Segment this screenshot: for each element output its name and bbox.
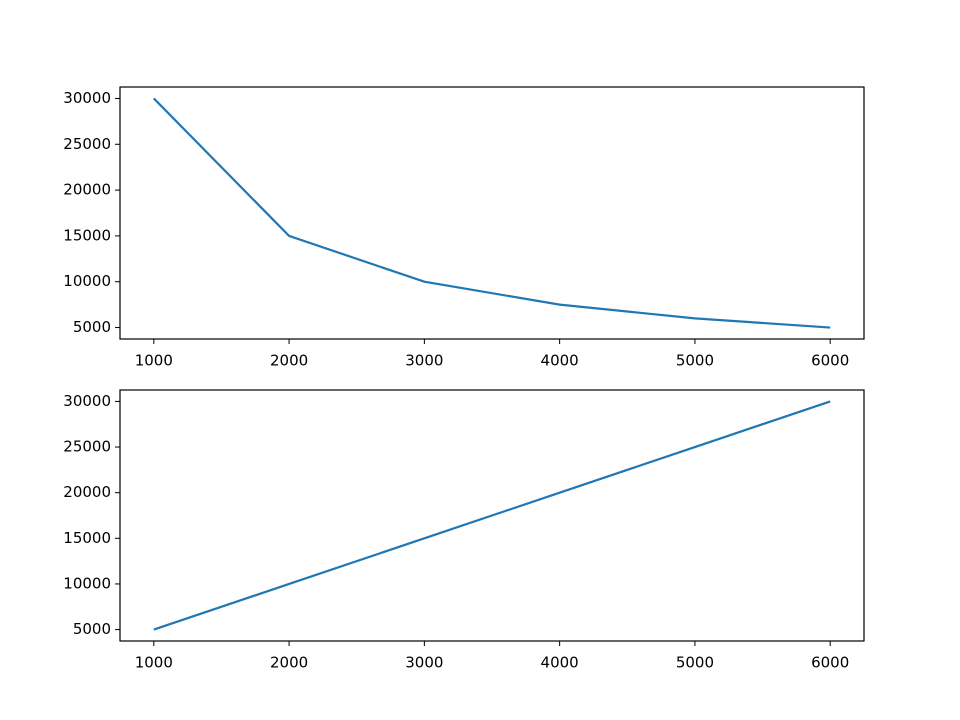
x-tick-label: 4000 [541, 654, 579, 672]
line [153, 97, 831, 329]
x-tick-label: 6000 [811, 654, 849, 672]
x-tick-label: 5000 [676, 654, 714, 672]
x-tick-label: 2000 [270, 654, 308, 672]
y-tick-label: 10000 [63, 574, 111, 592]
y-tick-label: 30000 [63, 392, 111, 410]
x-tick-label: 6000 [811, 352, 849, 370]
y-tick-label: 5000 [73, 620, 111, 638]
y-tick-label: 15000 [63, 226, 111, 244]
y-tick-label: 30000 [63, 89, 111, 107]
x-tick-label: 3000 [405, 654, 443, 672]
x-tick-label: 2000 [270, 352, 308, 370]
axes-frame [119, 389, 865, 642]
y-tick-label: 25000 [63, 438, 111, 456]
y-tick-label: 20000 [63, 181, 111, 199]
y-tick-label: 25000 [63, 135, 111, 153]
axes-frame [119, 86, 865, 340]
y-tick-label: 15000 [63, 529, 111, 547]
y-tick-label: 5000 [73, 318, 111, 336]
x-tick-label: 5000 [676, 352, 714, 370]
y-tick-label: 10000 [63, 272, 111, 290]
x-tick-label: 1000 [135, 352, 173, 370]
x-tick-label: 3000 [405, 352, 443, 370]
x-tick-label: 4000 [541, 352, 579, 370]
y-tick-label: 20000 [63, 483, 111, 501]
x-tick-label: 1000 [135, 654, 173, 672]
line [153, 400, 831, 631]
